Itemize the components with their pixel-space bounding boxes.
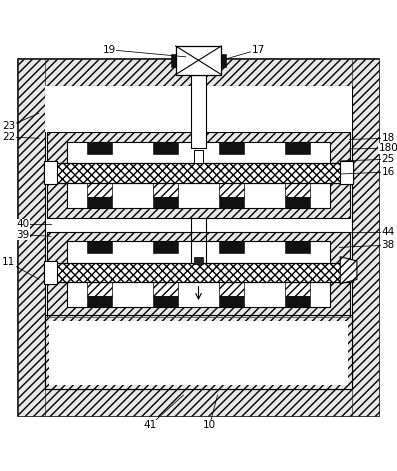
Bar [285, 266, 310, 296]
Bar [285, 296, 310, 307]
Bar [44, 263, 353, 282]
Bar [285, 142, 310, 154]
Bar [45, 86, 352, 389]
Bar [153, 142, 178, 154]
Bar [47, 232, 350, 317]
Bar [219, 296, 244, 307]
Bar [153, 242, 178, 253]
Bar [44, 261, 57, 284]
Bar [49, 321, 348, 385]
Text: 40: 40 [16, 219, 30, 229]
Text: 39: 39 [16, 230, 30, 240]
Bar [87, 167, 112, 196]
Bar [153, 296, 178, 307]
Bar [87, 296, 112, 307]
Text: 23: 23 [2, 122, 15, 131]
Bar [153, 196, 178, 208]
Text: 16: 16 [382, 167, 395, 177]
Bar [67, 242, 330, 307]
Bar [219, 196, 244, 208]
Bar [18, 59, 45, 416]
Bar [222, 54, 226, 67]
Text: 19: 19 [102, 45, 116, 55]
Bar [87, 242, 112, 253]
Bar [44, 162, 57, 185]
Bar [285, 242, 310, 253]
Polygon shape [340, 257, 357, 284]
Bar [87, 142, 112, 154]
Bar [340, 162, 353, 185]
Text: 180: 180 [378, 143, 397, 153]
Bar [153, 266, 178, 296]
Bar [67, 142, 330, 208]
Bar [87, 196, 112, 208]
Bar [44, 163, 353, 182]
Bar [219, 142, 244, 154]
Text: 18: 18 [382, 133, 395, 143]
Bar [219, 242, 244, 253]
Bar [47, 132, 350, 218]
Bar [18, 389, 379, 416]
Bar [285, 167, 310, 196]
Bar [219, 266, 244, 296]
Text: 44: 44 [382, 227, 395, 236]
Bar [352, 59, 379, 416]
Bar [87, 266, 112, 296]
Bar [219, 167, 244, 196]
Text: 17: 17 [251, 45, 265, 55]
Text: 11: 11 [2, 258, 15, 268]
Bar [49, 90, 348, 128]
Bar [175, 46, 222, 74]
Bar [194, 257, 203, 264]
Text: 10: 10 [203, 420, 216, 430]
Bar [45, 315, 352, 389]
Text: 38: 38 [382, 240, 395, 250]
Bar [45, 317, 352, 389]
Bar [45, 317, 352, 389]
Bar [153, 167, 178, 196]
Bar [171, 54, 175, 67]
Text: 25: 25 [382, 154, 395, 164]
Bar [194, 150, 203, 163]
Text: 22: 22 [2, 132, 15, 142]
Bar [45, 86, 352, 132]
Bar [285, 196, 310, 208]
Bar [191, 74, 206, 147]
Text: 41: 41 [143, 420, 157, 430]
Bar [18, 59, 379, 86]
